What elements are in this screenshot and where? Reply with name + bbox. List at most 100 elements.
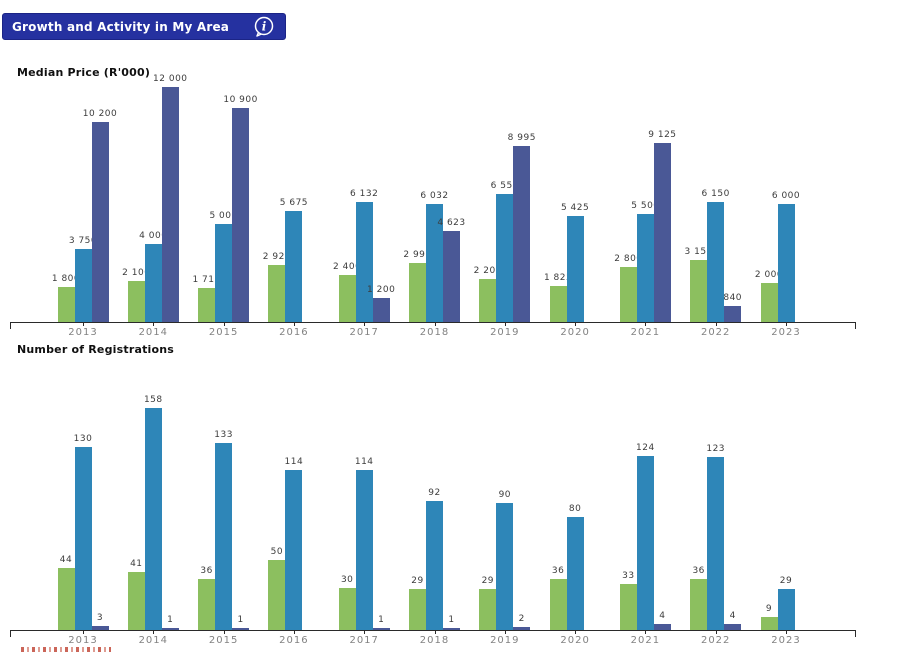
green-bar[interactable] — [479, 279, 497, 322]
green-bar[interactable] — [619, 584, 637, 630]
teal-bar[interactable] — [144, 244, 162, 322]
teal-bar-label: 6 550 — [490, 181, 519, 191]
teal-bar[interactable] — [355, 202, 373, 322]
navy-bar[interactable] — [653, 624, 671, 630]
navy-bar-label: 4 — [729, 611, 736, 621]
teal-bar[interactable] — [636, 456, 654, 630]
green-bar[interactable] — [479, 589, 497, 630]
teal-bar[interactable] — [566, 517, 584, 630]
navy-bar-label: 1 — [448, 615, 455, 625]
green-bar[interactable] — [760, 283, 778, 322]
navy-bar[interactable] — [443, 231, 460, 322]
teal-bar-label: 92 — [428, 488, 441, 498]
x-axis-tick — [504, 322, 506, 326]
teal-bar[interactable] — [566, 216, 584, 322]
green-bar[interactable] — [409, 263, 426, 322]
green-bar[interactable] — [549, 579, 567, 630]
green-bar[interactable] — [338, 588, 356, 630]
green-bar[interactable] — [268, 265, 286, 322]
x-axis-label: 2022 — [700, 327, 731, 338]
navy-bar-label: 840 — [723, 293, 743, 303]
green-bar[interactable] — [127, 281, 145, 322]
green-bar[interactable] — [57, 568, 75, 630]
teal-bar-label: 133 — [214, 430, 233, 440]
green-bar-label: 2 200 — [473, 266, 502, 276]
navy-bar[interactable] — [513, 146, 531, 322]
green-bar[interactable] — [549, 286, 567, 322]
navy-bar[interactable] — [513, 627, 531, 630]
x-axis-label: 2017 — [349, 635, 379, 646]
teal-bar[interactable] — [215, 443, 233, 630]
teal-bar[interactable] — [355, 470, 373, 630]
green-bar[interactable] — [268, 560, 286, 630]
x-axis-tick — [434, 322, 436, 326]
x-axis-tick — [715, 630, 717, 634]
green-bar[interactable] — [338, 275, 356, 322]
navy-bar[interactable] — [443, 628, 460, 630]
teal-bar[interactable] — [74, 249, 92, 322]
green-bar[interactable] — [409, 589, 426, 630]
teal-bar[interactable] — [426, 501, 443, 630]
navy-bar-label: 1 — [237, 615, 244, 625]
axis-end-tick — [855, 322, 856, 329]
teal-bar[interactable] — [74, 447, 92, 630]
x-axis-tick — [575, 322, 577, 326]
teal-bar[interactable] — [777, 204, 795, 322]
teal-bar[interactable] — [215, 224, 233, 322]
navy-bar[interactable] — [232, 108, 250, 322]
x-axis-label: 2022 — [700, 635, 731, 646]
teal-bar[interactable] — [707, 457, 725, 630]
teal-bar[interactable] — [285, 211, 303, 322]
navy-bar[interactable] — [91, 122, 109, 322]
navy-bar[interactable] — [653, 143, 671, 322]
green-bar[interactable] — [198, 579, 216, 630]
teal-bar[interactable] — [496, 503, 514, 630]
green-bar-label: 9 — [765, 604, 773, 614]
green-bar-label: 29 — [411, 576, 424, 586]
median-price-chart-title: Median Price (R'000) — [17, 66, 151, 79]
green-bar-label: 29 — [481, 576, 495, 586]
green-bar[interactable] — [690, 260, 708, 322]
teal-bar[interactable] — [707, 202, 725, 322]
navy-bar[interactable] — [161, 87, 179, 322]
navy-bar[interactable] — [161, 628, 179, 630]
teal-bar[interactable] — [636, 214, 654, 322]
teal-bar-label: 124 — [636, 443, 655, 453]
green-bar-label: 1 712 — [192, 275, 221, 285]
green-bar[interactable] — [127, 572, 145, 630]
green-bar-label: 2 922 — [262, 252, 292, 262]
green-bar[interactable] — [198, 288, 216, 322]
navy-bar[interactable] — [372, 628, 390, 630]
x-axis-label: 2015 — [208, 635, 239, 646]
teal-bar-label: 5 425 — [560, 203, 590, 213]
x-axis-tick — [434, 630, 436, 634]
green-bar[interactable] — [619, 267, 637, 322]
green-bar[interactable] — [57, 287, 75, 322]
x-axis-label: 2021 — [630, 635, 661, 646]
navy-bar[interactable] — [232, 628, 250, 630]
x-axis-label: 2021 — [630, 327, 661, 338]
teal-bar[interactable] — [285, 470, 303, 630]
navy-bar-label: 1 — [378, 615, 385, 625]
x-axis-tick — [645, 322, 647, 326]
info-icon[interactable]: i — [252, 15, 276, 39]
green-bar[interactable] — [690, 579, 708, 630]
axis-end-tick — [10, 322, 11, 329]
teal-bar-label: 6 000 — [771, 191, 801, 201]
teal-bar-label: 6 150 — [701, 189, 730, 199]
navy-bar[interactable] — [91, 626, 109, 630]
teal-bar[interactable] — [777, 589, 795, 630]
navy-bar-label: 3 — [96, 613, 104, 623]
teal-bar[interactable] — [144, 408, 162, 630]
median-price-plot-area: 2013 1 800 3 750 10 200 2014 2 100 4 000 12 000… — [10, 74, 856, 338]
teal-bar[interactable] — [426, 204, 443, 322]
navy-bar[interactable] — [372, 298, 390, 322]
teal-bar-label: 5 000 — [209, 211, 238, 221]
navy-bar[interactable] — [724, 306, 742, 322]
green-bar[interactable] — [760, 617, 778, 630]
navy-bar[interactable] — [724, 624, 742, 630]
x-axis-tick — [504, 630, 506, 634]
axis-end-tick — [855, 630, 856, 637]
teal-bar[interactable] — [496, 194, 514, 322]
